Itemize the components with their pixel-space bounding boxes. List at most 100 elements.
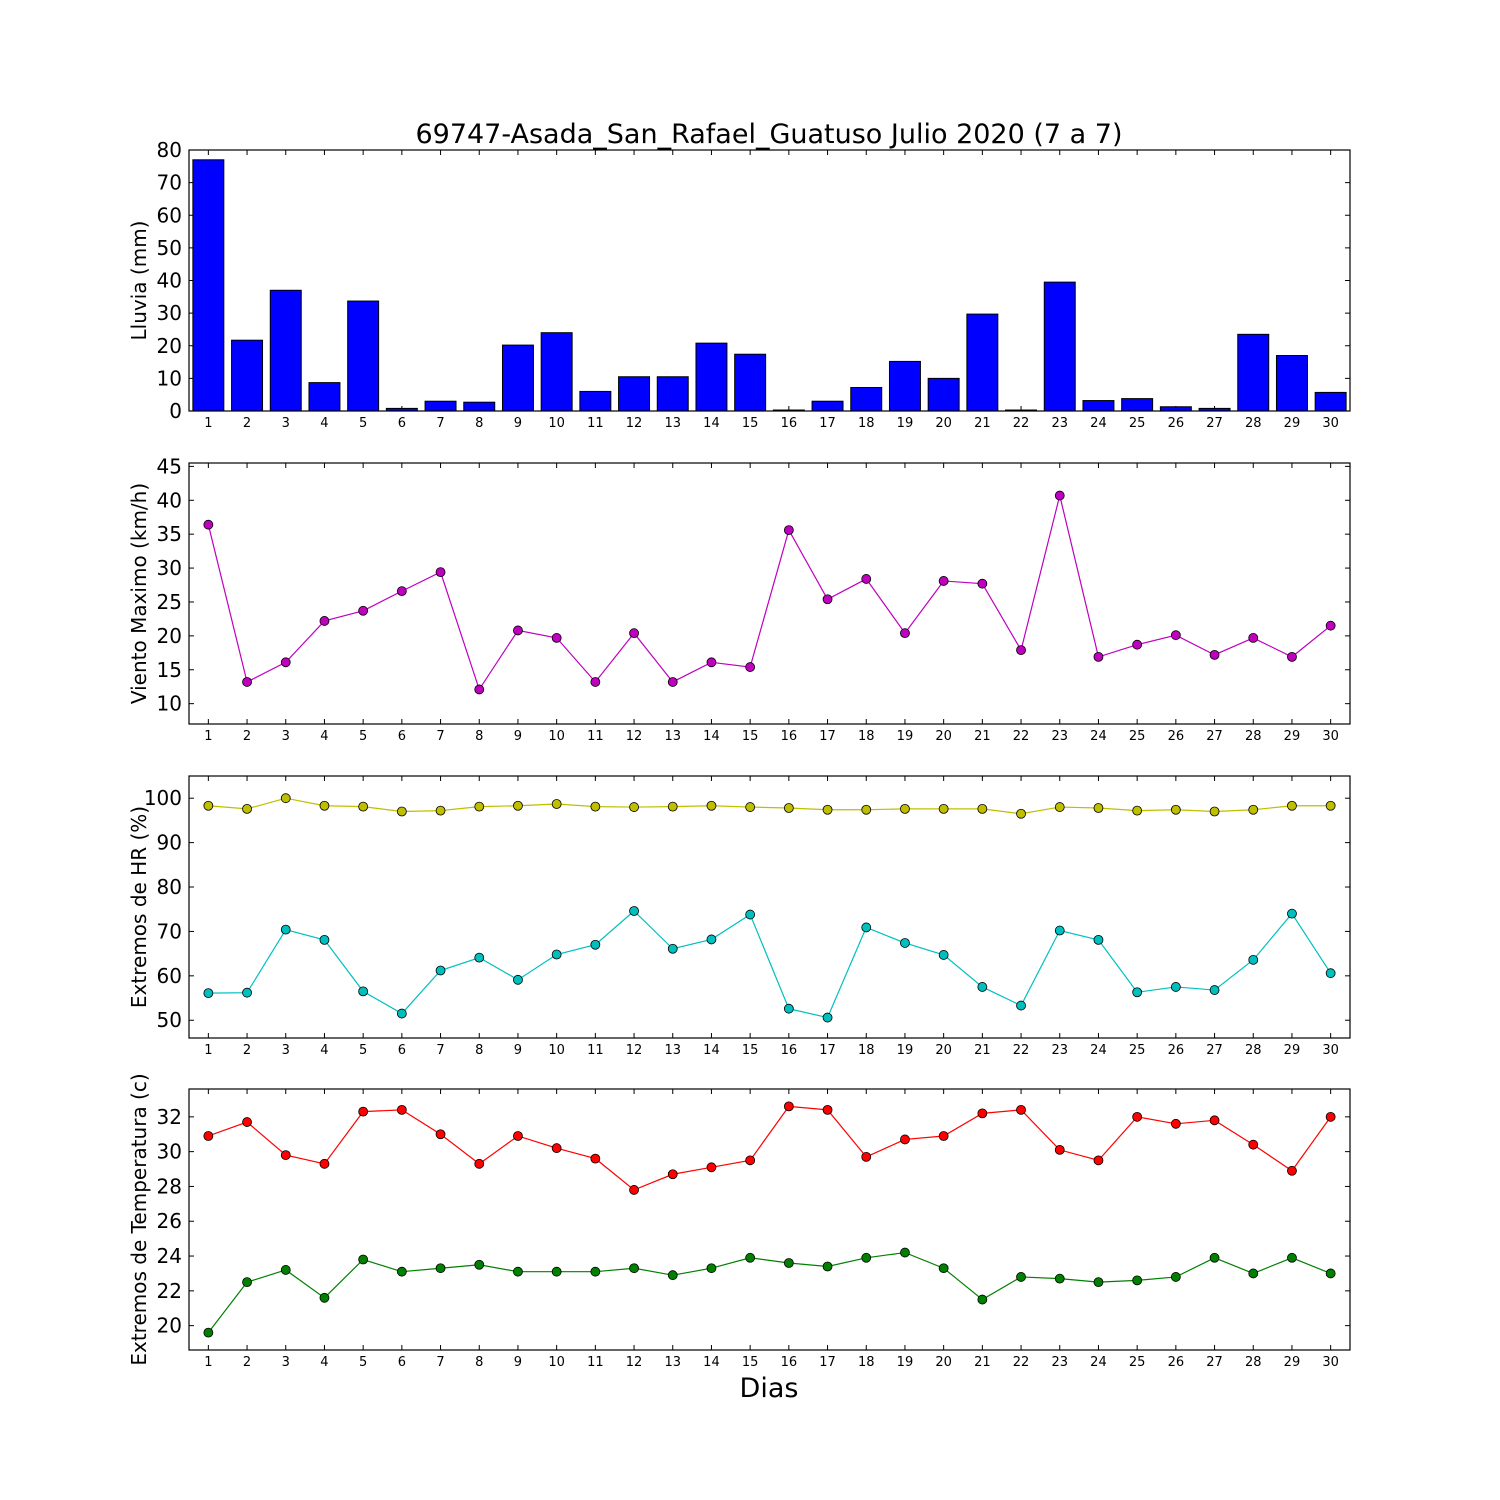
temperature-xtick-label: 27 (1206, 1355, 1223, 1370)
wind-xtick-label: 21 (974, 729, 991, 744)
humidity-xtick-label: 15 (742, 1043, 759, 1058)
temperature-point (551, 1266, 562, 1277)
rain-bar (1159, 406, 1192, 412)
wind-xtick-label: 18 (858, 729, 875, 744)
humidity-point (396, 806, 407, 817)
temperature-point (977, 1108, 988, 1119)
temperature-point (435, 1263, 446, 1274)
wind-xtick-label: 11 (587, 729, 604, 744)
temperature-xtick-label: 8 (475, 1355, 483, 1370)
humidity-line-1 (208, 910, 1332, 1019)
temperature-point (977, 1294, 988, 1305)
x-axis-title: Dias (740, 1373, 799, 1404)
humidity-point (1248, 804, 1259, 815)
temperature-xtick-label: 12 (626, 1355, 643, 1370)
humidity-point (1093, 803, 1104, 813)
wind-point (1209, 649, 1220, 660)
humidity-point (900, 938, 910, 948)
temperature-xtick-label: 16 (781, 1355, 798, 1370)
wind-xtick-label: 3 (282, 729, 290, 744)
temperature-xtick-label: 5 (359, 1355, 367, 1370)
temperature-xtick-label: 4 (320, 1355, 328, 1370)
wind-point (861, 574, 872, 584)
wind-point (203, 519, 214, 530)
rain-xtick-label: 23 (1051, 416, 1068, 431)
wind-point (745, 662, 756, 672)
temperature-point (358, 1106, 369, 1117)
rain-bar (695, 342, 728, 412)
humidity-point (822, 804, 833, 815)
temperature-point (396, 1104, 407, 1115)
temperature-point (900, 1247, 910, 1258)
humidity-xtick-label: 18 (858, 1043, 875, 1058)
rain-xtick-label: 8 (475, 416, 483, 431)
humidity-point (706, 934, 717, 945)
humidity-series-0 (203, 793, 1336, 819)
humidity-xtick-label: 10 (548, 1043, 565, 1058)
humidity-point (1170, 804, 1181, 815)
temperature-series-1 (203, 1247, 1336, 1338)
humidity-xtick-label: 21 (974, 1043, 991, 1058)
humidity-xtick-label: 22 (1013, 1043, 1030, 1058)
temperature-point (1132, 1111, 1143, 1122)
temperature-xtick-label: 11 (587, 1355, 604, 1370)
wind-ytick-label: 35 (157, 522, 182, 546)
rain-bar (656, 376, 689, 412)
temperature-point (629, 1263, 639, 1274)
temperature-point (280, 1265, 291, 1275)
temperature-point (1016, 1272, 1026, 1282)
wind-point (938, 576, 949, 586)
temperature-xtick-label: 2 (243, 1355, 251, 1370)
humidity-point (1325, 800, 1336, 811)
rain-ytick-label: 40 (157, 269, 182, 293)
rain-bar (1043, 281, 1076, 412)
humidity-xtick-label: 28 (1245, 1043, 1262, 1058)
rain-xtick-label: 7 (436, 416, 444, 431)
humidity-point (280, 793, 291, 804)
temperature-xtick-label: 26 (1168, 1355, 1185, 1370)
temperature-point (1287, 1252, 1297, 1263)
temperature-xtick-label: 17 (819, 1355, 836, 1370)
rain-xtick-label: 15 (742, 416, 759, 431)
humidity-ytick-label: 100 (144, 786, 182, 810)
humidity-ytick-label: 80 (157, 875, 182, 899)
humidity-point (629, 802, 639, 812)
wind-xtick-label: 27 (1206, 729, 1223, 744)
temperature-point (319, 1292, 330, 1303)
humidity-frame (188, 775, 1351, 1039)
temperature-xtick-label: 25 (1129, 1355, 1146, 1370)
temperature-xtick-label: 22 (1013, 1355, 1030, 1370)
wind-point (1093, 651, 1104, 662)
wind-xtick-label: 16 (781, 729, 798, 744)
wind-point (1132, 639, 1143, 650)
humidity-point (474, 952, 485, 963)
wind-xtick-label: 25 (1129, 729, 1146, 744)
wind-ytick-label: 25 (157, 590, 182, 614)
temperature-point (783, 1101, 794, 1112)
humidity-xtick-label: 6 (398, 1043, 406, 1058)
rain-bar (347, 300, 380, 412)
humidity-point (783, 803, 794, 813)
wind-point (396, 586, 407, 597)
temperature-point (203, 1327, 214, 1338)
wind-series-0 (203, 490, 1336, 695)
temperature-point (513, 1266, 523, 1277)
wind-point (629, 628, 639, 639)
temperature-xtick-label: 24 (1090, 1355, 1107, 1370)
rain-bar (1314, 391, 1347, 412)
humidity-point (396, 1008, 407, 1019)
humidity-point (358, 801, 369, 812)
wind-xtick-label: 28 (1245, 729, 1262, 744)
humidity-xtick-label: 26 (1168, 1043, 1185, 1058)
rain-bar (579, 390, 612, 412)
wind-xtick-label: 1 (204, 729, 212, 744)
rain-bar (927, 377, 960, 412)
humidity-series-1 (203, 906, 1336, 1023)
humidity-point (319, 934, 330, 945)
temperature-point (1170, 1272, 1181, 1282)
wind-xtick-label: 5 (359, 729, 367, 744)
